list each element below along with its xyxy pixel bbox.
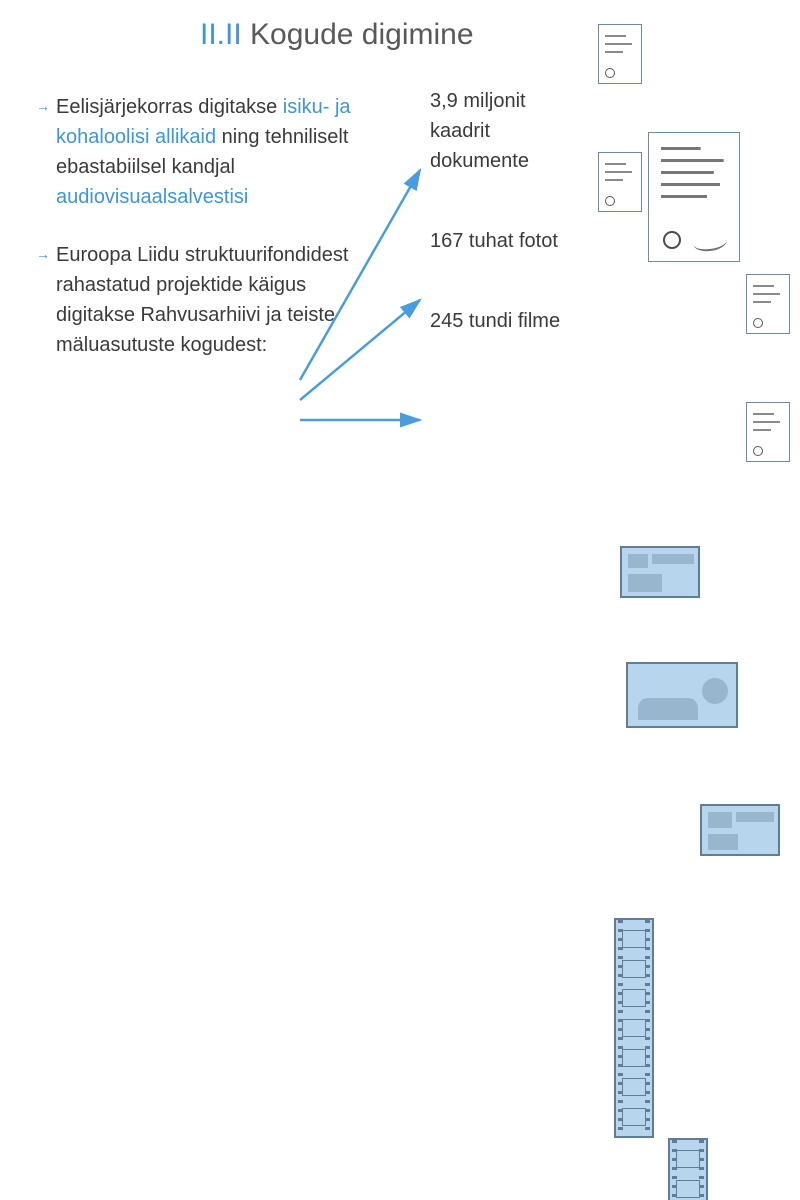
doc-thumb-icon [746, 402, 790, 462]
bullet-1-hl2: audiovisuaalsalvestisi [56, 186, 248, 208]
photo-icon [620, 546, 700, 598]
film-strip-icon [668, 1138, 708, 1200]
stat-photos: 167 tuhat fotot [430, 226, 580, 256]
film-strip-icon [614, 918, 654, 1138]
stat-documents: 3,9 miljonit kaadrit dokumente [430, 86, 580, 176]
doc-thumb-icon [598, 24, 642, 84]
photo-icon [700, 804, 780, 856]
bullet-list: Eelisjärjekorras digitakse isiku- ja koh… [36, 92, 366, 388]
doc-thumb-icon [598, 152, 642, 212]
photo-icon [626, 662, 738, 728]
doc-large-icon [648, 132, 740, 262]
bullet-1: Eelisjärjekorras digitakse isiku- ja koh… [36, 92, 366, 212]
title-text: Kogude digimine [250, 18, 474, 51]
stats-column: 3,9 miljonit kaadrit dokumente 167 tuhat… [430, 86, 580, 336]
doc-thumb-icon [746, 274, 790, 334]
bullet-2: Euroopa Liidu struktuurifondidest rahast… [36, 240, 366, 360]
stat-films: 245 tundi filme [430, 306, 580, 336]
title-number: II.II [200, 18, 242, 51]
slide-title: II.II Kogude digimine [200, 18, 474, 52]
